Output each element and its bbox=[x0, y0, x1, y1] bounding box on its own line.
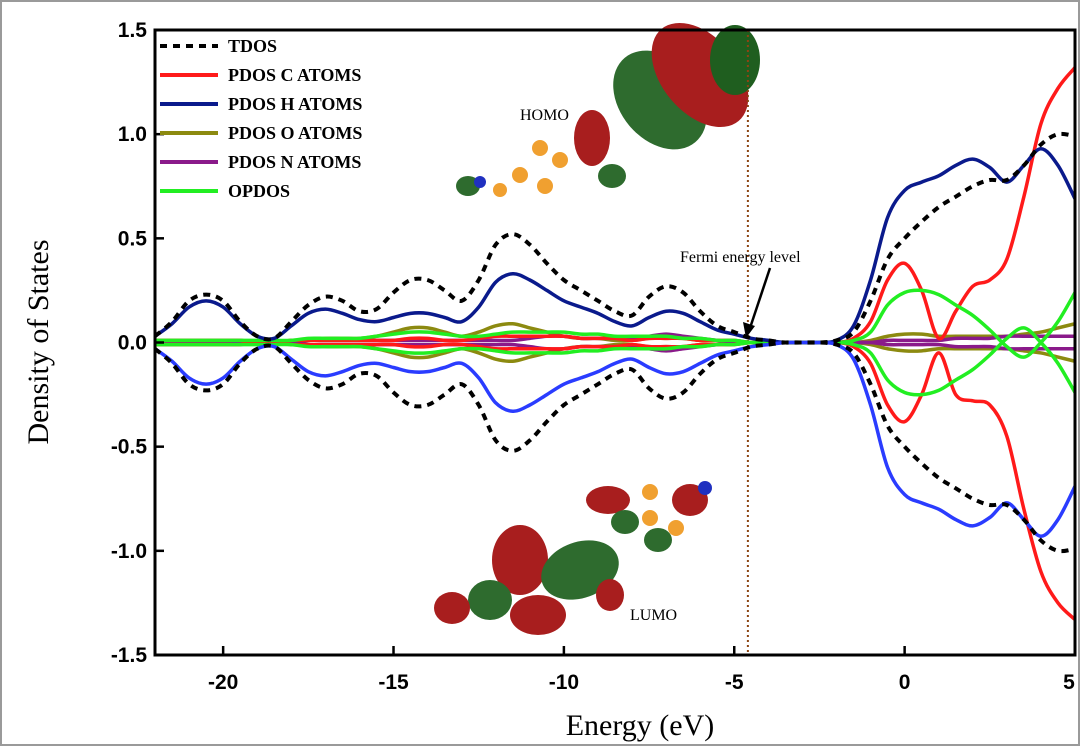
x-tick-label: -20 bbox=[208, 671, 238, 694]
x-tick-label: 5 bbox=[1063, 671, 1075, 694]
y-tick-label: -1.5 bbox=[111, 644, 148, 667]
x-axis-label: Energy (eV) bbox=[566, 709, 715, 742]
x-tick-label: -5 bbox=[725, 671, 744, 694]
y-tick-label: 0.0 bbox=[118, 332, 147, 355]
x-tick-label: -15 bbox=[378, 671, 409, 694]
y-tick-label: 0.5 bbox=[118, 227, 148, 250]
legend-label: PDOS N ATOMS bbox=[228, 152, 361, 172]
y-tick-label: 1.0 bbox=[118, 123, 147, 146]
legend-label: TDOS bbox=[228, 36, 277, 56]
y-tick-label: 1.5 bbox=[118, 19, 148, 42]
annotation: Fermi energy level bbox=[680, 249, 801, 266]
legend-label: PDOS C ATOMS bbox=[228, 65, 361, 85]
legend-label: PDOS H ATOMS bbox=[228, 94, 362, 114]
legend-label: OPDOS bbox=[228, 181, 290, 201]
x-tick-label: 0 bbox=[899, 671, 911, 694]
y-tick-label: -0.5 bbox=[111, 436, 148, 459]
annotation: LUMO bbox=[630, 607, 677, 624]
annotation: HOMO bbox=[520, 107, 569, 124]
x-tick-label: -10 bbox=[549, 671, 579, 694]
y-axis-label: Density of States bbox=[22, 240, 55, 445]
y-tick-label: -1.0 bbox=[111, 540, 147, 563]
legend-label: PDOS O ATOMS bbox=[228, 123, 362, 143]
chart: Energy (eV) Density of States 1.5 1.0 0.5 0… bbox=[0, 0, 1080, 746]
